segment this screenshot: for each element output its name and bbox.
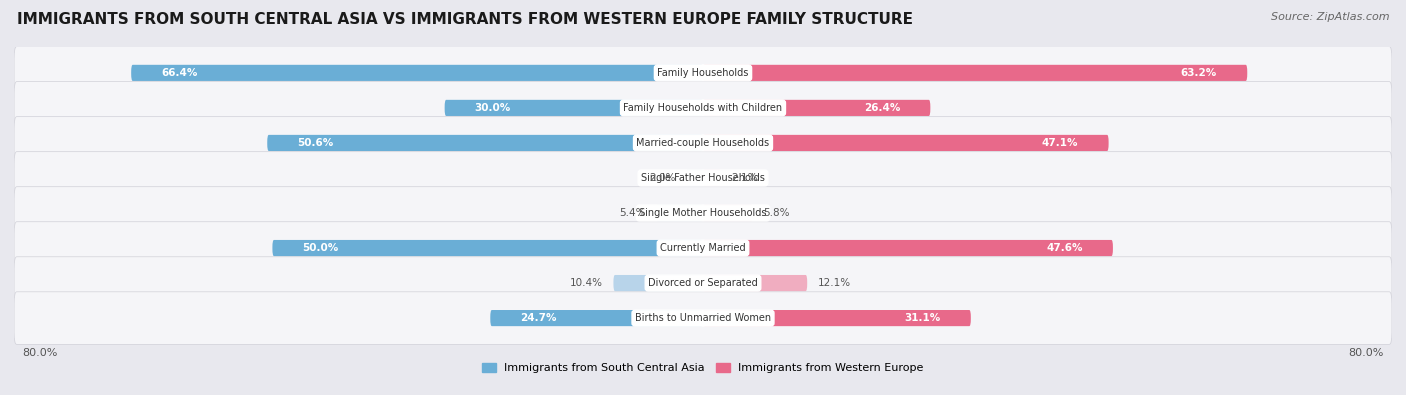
FancyBboxPatch shape — [686, 170, 703, 186]
FancyBboxPatch shape — [14, 292, 1392, 344]
FancyBboxPatch shape — [14, 257, 1392, 309]
Text: 5.4%: 5.4% — [620, 208, 647, 218]
Text: 24.7%: 24.7% — [520, 313, 557, 323]
Text: Currently Married: Currently Married — [661, 243, 745, 253]
Text: 2.1%: 2.1% — [731, 173, 758, 183]
Text: 12.1%: 12.1% — [817, 278, 851, 288]
Text: 50.0%: 50.0% — [302, 243, 339, 253]
Text: Births to Unmarried Women: Births to Unmarried Women — [636, 313, 770, 323]
Text: 47.6%: 47.6% — [1046, 243, 1083, 253]
FancyBboxPatch shape — [14, 82, 1392, 134]
FancyBboxPatch shape — [703, 100, 931, 116]
Text: 66.4%: 66.4% — [162, 68, 198, 78]
FancyBboxPatch shape — [444, 100, 703, 116]
FancyBboxPatch shape — [267, 135, 703, 151]
FancyBboxPatch shape — [703, 310, 970, 326]
Text: 30.0%: 30.0% — [475, 103, 510, 113]
Legend: Immigrants from South Central Asia, Immigrants from Western Europe: Immigrants from South Central Asia, Immi… — [478, 358, 928, 378]
FancyBboxPatch shape — [703, 135, 1108, 151]
FancyBboxPatch shape — [613, 275, 703, 291]
FancyBboxPatch shape — [14, 222, 1392, 274]
Text: 63.2%: 63.2% — [1181, 68, 1218, 78]
Text: 80.0%: 80.0% — [1348, 348, 1384, 358]
Text: 2.0%: 2.0% — [650, 173, 675, 183]
Text: Single Mother Households: Single Mother Households — [640, 208, 766, 218]
Text: Family Households: Family Households — [658, 68, 748, 78]
Text: Married-couple Households: Married-couple Households — [637, 138, 769, 148]
Text: 47.1%: 47.1% — [1042, 138, 1078, 148]
FancyBboxPatch shape — [703, 275, 807, 291]
FancyBboxPatch shape — [491, 310, 703, 326]
FancyBboxPatch shape — [14, 117, 1392, 169]
Text: 5.8%: 5.8% — [763, 208, 790, 218]
Text: Source: ZipAtlas.com: Source: ZipAtlas.com — [1271, 12, 1389, 22]
Text: 31.1%: 31.1% — [904, 313, 941, 323]
FancyBboxPatch shape — [703, 170, 721, 186]
Text: Single Father Households: Single Father Households — [641, 173, 765, 183]
Text: 26.4%: 26.4% — [863, 103, 900, 113]
FancyBboxPatch shape — [14, 152, 1392, 204]
FancyBboxPatch shape — [273, 240, 703, 256]
FancyBboxPatch shape — [703, 65, 1247, 81]
FancyBboxPatch shape — [131, 65, 703, 81]
FancyBboxPatch shape — [657, 205, 703, 221]
FancyBboxPatch shape — [14, 47, 1392, 99]
FancyBboxPatch shape — [14, 187, 1392, 239]
FancyBboxPatch shape — [703, 240, 1114, 256]
Text: Divorced or Separated: Divorced or Separated — [648, 278, 758, 288]
Text: Family Households with Children: Family Households with Children — [623, 103, 783, 113]
FancyBboxPatch shape — [703, 205, 754, 221]
Text: 10.4%: 10.4% — [569, 278, 603, 288]
Text: IMMIGRANTS FROM SOUTH CENTRAL ASIA VS IMMIGRANTS FROM WESTERN EUROPE FAMILY STRU: IMMIGRANTS FROM SOUTH CENTRAL ASIA VS IM… — [17, 12, 912, 27]
Text: 80.0%: 80.0% — [22, 348, 58, 358]
Text: 50.6%: 50.6% — [298, 138, 333, 148]
